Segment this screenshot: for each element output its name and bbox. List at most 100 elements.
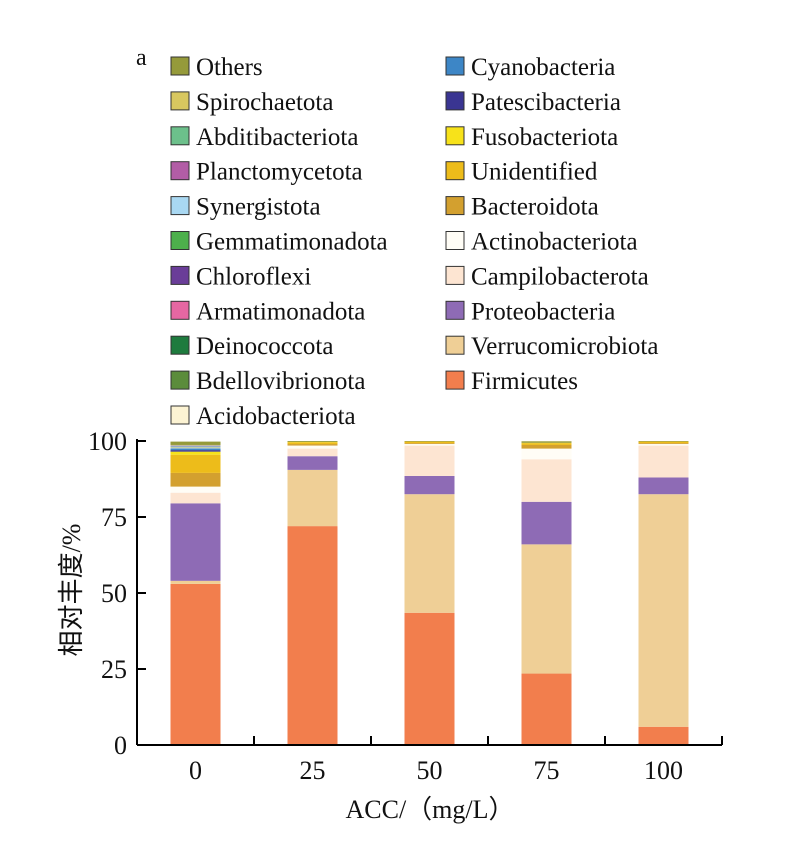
legend: Others Spirochaetota Abditibacteriota Planc… [170,54,658,430]
legend-item-cyanobacteria: Cyanobacteria [445,54,615,81]
bar-verrucomicrobiota-75 [521,544,572,674]
legend-swatch [170,196,190,216]
y-tick-label: 50 [101,579,127,608]
bar-unidentified-0 [170,454,221,473]
legend-label: Verrucomicrobiota [471,333,658,360]
x-tick-label: 0 [189,756,202,785]
legend-swatch [170,370,190,390]
bar-campilobacterota-75 [521,459,572,502]
legend-item-deinococcota: Deinococcota [170,333,333,360]
bar-bacteroidota-100 [638,443,689,445]
legend-item-unidentified: Unidentified [445,159,598,186]
legend-label: Firmicutes [471,368,578,395]
x-tick-label: 50 [417,756,443,785]
bar-patescibacteria-0 [170,450,221,452]
legend-label: Fusobacteriota [471,124,618,151]
y-axis-label: 相对丰度/% [57,524,86,657]
legend-swatch [170,265,190,285]
legend-item-verrucomicrobiota: Verrucomicrobiota [445,333,658,360]
bar-unidentified-50 [404,441,455,444]
bar-actinobacteriota-50 [404,444,455,446]
bar-unidentified-25 [287,442,338,445]
y-tick-label: 100 [88,427,127,456]
legend-label: Deinococcota [196,333,333,360]
legend-label: Campilobacterota [471,263,649,290]
bar-firmicutes-75 [521,673,572,745]
legend-label: Chloroflexi [196,263,311,290]
legend-item-campilobacterota: Campilobacterota [445,263,649,290]
legend-swatch [170,405,190,425]
x-tick-label: 100 [644,756,683,785]
legend-swatch [170,161,190,181]
legend-label: Synergistota [196,194,321,221]
legend-swatch [170,300,190,320]
bar-unidentified-75 [521,443,572,445]
y-tick-label: 25 [101,655,127,684]
legend-item-proteobacteria: Proteobacteria [445,298,615,325]
plot-area: 0 25 50 75 100 0 25 50 75 100 [88,427,723,785]
bar-verrucomicrobiota-50 [404,494,455,613]
legend-swatch [445,56,465,76]
bar-verrucomicrobiota-0 [170,580,221,584]
bar-others-50 [404,441,455,442]
y-tick-label: 75 [101,503,127,532]
legend-swatch [170,231,190,250]
bars [170,441,689,745]
bar-fusobacteriota-0 [170,451,221,455]
bar-proteobacteria-50 [404,475,455,495]
bar-bacteroidota-50 [404,443,455,445]
bar-actinobacteriota-0 [170,486,221,493]
bar-cyanobacteria-0 [170,448,221,451]
legend-item-abditibacteriota: Abditibacteriota [170,124,358,151]
legend-label: Abditibacteriota [196,124,358,151]
x-tick-label: 25 [300,756,326,785]
bar-actinobacteriota-100 [638,444,689,446]
bar-unidentified-100 [638,441,689,444]
bar-campilobacterota-100 [638,445,689,478]
legend-item-bacteroidota: Bacteroidota [445,194,599,221]
axes: 0 25 50 75 100 0 25 50 75 100 [88,427,723,785]
legend-swatch [445,300,465,320]
legend-swatch [445,161,465,181]
panel-label: a [136,45,147,71]
legend-item-bdellovibrionota: Bdellovibrionota [170,368,365,395]
bar-bacteroidota-25 [287,444,338,446]
bar-bacteroidota-75 [521,444,572,449]
legend-label: Armatimonadota [196,298,365,325]
legend-label: Gemmatimonadota [196,229,388,256]
bar-firmicutes-25 [287,526,338,745]
legend-swatch [445,370,465,390]
legend-item-armatimonadota: Armatimonadota [170,298,365,325]
legend-label: Unidentified [471,159,598,186]
bar-verrucomicrobiota-100 [638,494,689,727]
legend-item-others: Others [170,54,263,81]
legend-label: Proteobacteria [471,298,615,325]
bar-others-100 [638,441,689,442]
legend-swatch [170,91,190,111]
legend-label: Acidobacteriota [196,403,356,430]
bar-campilobacterota-50 [404,445,455,476]
bar-proteobacteria-25 [287,456,338,470]
legend-swatch [170,126,190,146]
legend-item-patescibacteria: Patescibacteria [445,89,621,116]
bar-others-75 [521,441,572,443]
legend-item-fusobacteriota: Fusobacteriota [445,124,618,151]
bar-others-0 [170,441,221,445]
bar-firmicutes-0 [170,583,221,745]
x-axis-label: ACC/（mg/L） [345,795,514,824]
legend-swatch [445,126,465,146]
bar-actinobacteriota-75 [521,448,572,460]
bar-acidobacteriota-0 [170,447,221,449]
legend-item-gemmatimonadota: Gemmatimonadota [170,229,388,256]
bar-proteobacteria-75 [521,501,572,545]
legend-label: Others [196,54,263,81]
legend-label: Bdellovibrionota [196,368,365,395]
bar-firmicutes-100 [638,726,689,745]
bar-verrucomicrobiota-25 [287,469,338,527]
bar-actinobacteriota-25 [287,445,338,449]
legend-swatch [170,56,190,76]
legend-swatch [445,231,465,250]
legend-label: Actinobacteriota [471,229,638,256]
legend-item-synergistota: Synergistota [170,194,321,221]
